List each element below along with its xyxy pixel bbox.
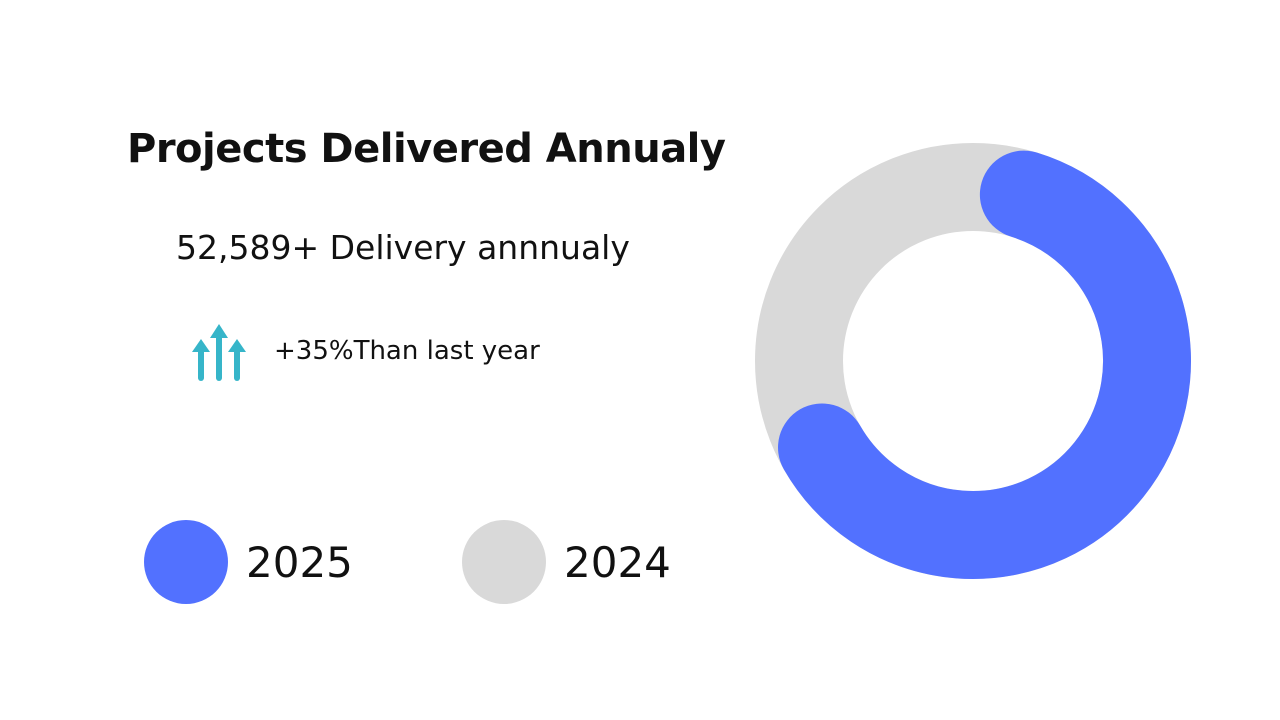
legend-swatch-2025: [144, 520, 228, 604]
legend-swatch-2024: [462, 520, 546, 604]
delivery-stat: 52,589+ Delivery annnualy: [176, 228, 630, 267]
legend-label-2024: 2024: [564, 537, 671, 587]
trending-up-arrows-icon: [192, 324, 246, 381]
growth-text: +35%Than last year: [274, 336, 540, 366]
growth-indicator: +35%Than last year: [190, 318, 540, 384]
donut-chart: [755, 143, 1191, 579]
donut-segment-2025: [778, 150, 1191, 579]
legend-item-2025: 2025: [144, 520, 353, 604]
page-title: Projects Delivered Annualy: [127, 126, 726, 172]
legend-label-2025: 2025: [246, 537, 353, 587]
legend-item-2024: 2024: [462, 520, 671, 604]
